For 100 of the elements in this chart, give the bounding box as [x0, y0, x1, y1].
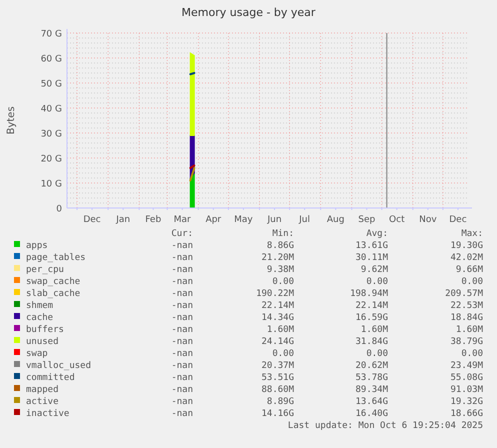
- text: 88.60M: [261, 385, 295, 395]
- text: -nan: [171, 397, 193, 407]
- text: 190.22M: [256, 289, 295, 299]
- text: 42.02M: [450, 253, 484, 263]
- text: -nan: [171, 373, 193, 383]
- text: 31.84G: [355, 337, 388, 347]
- x-tick-label: Dec: [449, 215, 467, 225]
- text: -nan: [171, 349, 193, 359]
- text: -nan: [171, 325, 193, 335]
- legend-label: unused: [26, 337, 59, 347]
- text: 22.53M: [450, 301, 484, 311]
- text: -nan: [171, 241, 193, 251]
- legend-label: apps: [26, 241, 48, 251]
- text: -nan: [171, 301, 193, 311]
- text: 0.00: [366, 277, 388, 287]
- y-axis-title: Bytes: [6, 106, 17, 135]
- text: 22.14M: [261, 301, 295, 311]
- legend-label: active: [26, 397, 59, 407]
- text: 23.49M: [450, 361, 484, 371]
- legend-label: mapped: [26, 385, 59, 395]
- text: 89.34M: [355, 385, 389, 395]
- text: 8.89G: [266, 397, 294, 407]
- text: 13.64G: [355, 397, 388, 407]
- y-tick-label: 70 G: [40, 30, 62, 40]
- legend-label: slab_cache: [26, 289, 80, 299]
- text: 8.86G: [266, 241, 294, 251]
- legend-label: inactive: [26, 409, 70, 419]
- text: Min:: [272, 229, 294, 239]
- x-tick-label: Jun: [266, 215, 282, 225]
- chart-title: Memory usage - by year: [182, 6, 316, 19]
- text: Avg:: [366, 229, 388, 239]
- legend-label: vmalloc_used: [26, 361, 92, 371]
- y-tick-label: 0: [56, 204, 62, 214]
- text: 9.66M: [456, 265, 484, 275]
- legend-label: swap: [26, 349, 48, 359]
- y-tick-label: 10 G: [40, 180, 62, 190]
- text: 19.32G: [450, 397, 483, 407]
- text: 53.51G: [261, 373, 294, 383]
- x-tick-label: Sep: [358, 215, 376, 225]
- text: Cur:: [171, 229, 193, 239]
- y-tick-label: 30 G: [40, 130, 62, 140]
- text: 91.03M: [450, 385, 484, 395]
- legend-label: shmem: [26, 301, 54, 311]
- x-tick-label: Apr: [206, 215, 222, 225]
- text: -nan: [171, 385, 193, 395]
- text: -nan: [171, 265, 193, 275]
- text: 53.78G: [355, 373, 388, 383]
- text: 1.60M: [360, 325, 389, 335]
- y-tick-label: 20 G: [40, 154, 62, 164]
- text: 9.62M: [360, 265, 389, 275]
- text: 18.84G: [450, 313, 483, 323]
- legend-label: cache: [26, 313, 54, 323]
- text: 22.14M: [355, 301, 389, 311]
- text: -nan: [171, 289, 193, 299]
- text: 209.57M: [445, 289, 484, 299]
- text: 14.16G: [261, 409, 294, 419]
- y-tick-label: 50 G: [40, 80, 62, 90]
- text: 21.20M: [261, 253, 295, 263]
- text: 1.60M: [266, 325, 295, 335]
- text: 38.79G: [450, 337, 483, 347]
- text: 19.30G: [450, 241, 483, 251]
- text: 13.61G: [355, 241, 388, 251]
- x-tick-label: Mar: [174, 215, 192, 225]
- text: 14.34G: [261, 313, 294, 323]
- x-tick-label: Jan: [115, 215, 130, 225]
- text: 16.40G: [355, 409, 388, 419]
- text: -nan: [171, 361, 193, 371]
- text: -nan: [171, 277, 193, 287]
- text: 20.37M: [261, 361, 295, 371]
- text: -nan: [171, 313, 193, 323]
- text: 0.00: [461, 277, 483, 287]
- text: -nan: [171, 337, 193, 347]
- x-tick-label: Feb: [145, 215, 162, 225]
- text: 198.94M: [350, 289, 389, 299]
- x-tick-label: Jul: [298, 215, 310, 225]
- text: 0.00: [272, 277, 294, 287]
- text: 1.60M: [456, 325, 484, 335]
- x-tick-label: Dec: [83, 215, 101, 225]
- text: Max:: [461, 229, 483, 239]
- text: 24.14G: [261, 337, 294, 347]
- x-tick-label: Nov: [419, 215, 438, 225]
- text: 18.66G: [450, 409, 483, 419]
- x-tick-label: Aug: [326, 215, 344, 225]
- y-tick-label: 60 G: [40, 54, 62, 64]
- text: 20.62M: [355, 361, 389, 371]
- text: 0.00: [272, 349, 294, 359]
- x-tick-label: Oct: [389, 215, 406, 225]
- y-tick-label: 40 G: [40, 104, 62, 114]
- text: 0.00: [366, 349, 388, 359]
- text: 55.08G: [450, 373, 483, 383]
- text: 16.59G: [355, 313, 388, 323]
- text: 30.11M: [355, 253, 389, 263]
- legend-label: page_tables: [26, 253, 86, 263]
- text: Last update: Mon Oct 6 19:25:04 2025: [288, 421, 483, 431]
- legend-label: swap_cache: [26, 277, 80, 287]
- text: -nan: [171, 409, 193, 419]
- legend-label: committed: [26, 373, 75, 383]
- x-tick-label: May: [234, 215, 254, 225]
- legend-label: per_cpu: [26, 265, 64, 275]
- text: 0.00: [461, 349, 483, 359]
